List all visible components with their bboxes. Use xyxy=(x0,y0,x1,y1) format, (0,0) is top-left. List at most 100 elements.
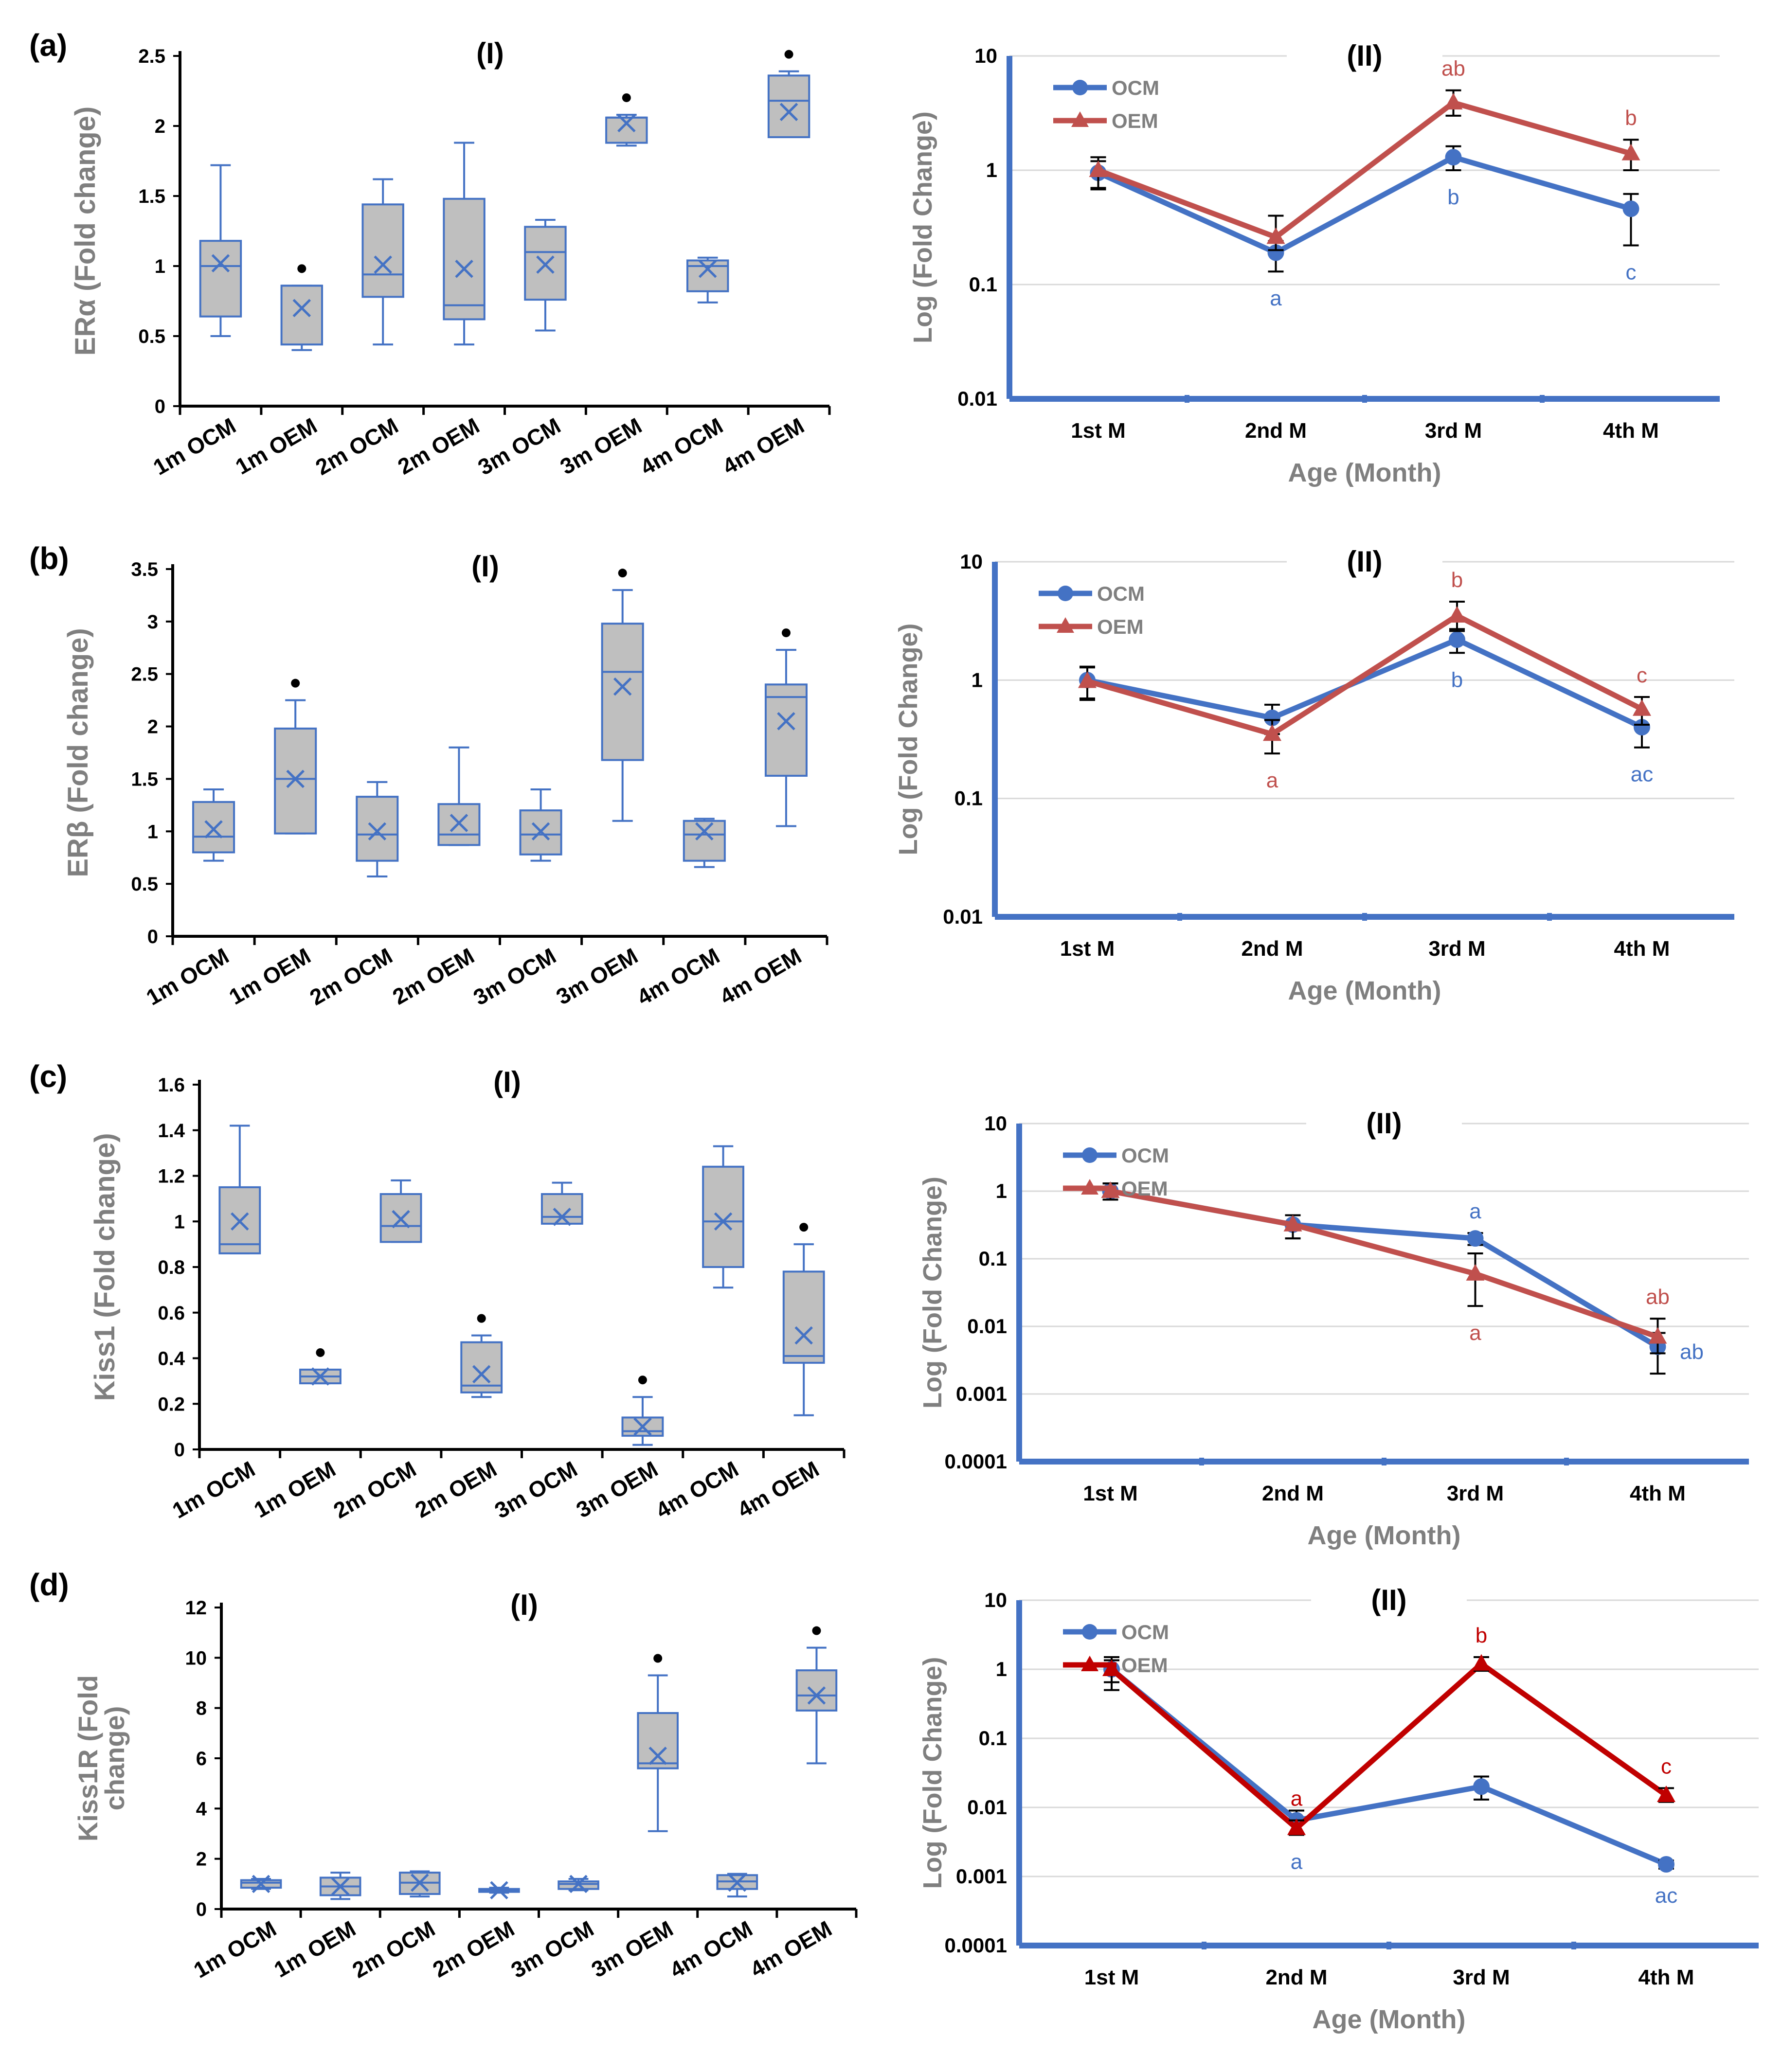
y-tick-label: 1 xyxy=(174,1211,185,1232)
mean-marker xyxy=(613,677,632,696)
legend-marker xyxy=(1081,1656,1098,1671)
box-iqr xyxy=(443,197,486,321)
x-category-label: 1st M xyxy=(1060,937,1115,961)
y-tick-label: 0.6 xyxy=(158,1303,185,1324)
mean-marker xyxy=(204,820,223,839)
data-point xyxy=(1657,1785,1675,1802)
box-0 xyxy=(192,788,235,862)
y-tick-label: 2 xyxy=(147,716,158,738)
y-tick-label: 0.001 xyxy=(956,1865,1007,1888)
box-3 xyxy=(478,1881,520,1900)
data-point xyxy=(1648,1327,1667,1344)
box-4 xyxy=(540,1181,583,1226)
y-tick-label: 2.5 xyxy=(138,46,165,67)
y-tick-label: 10 xyxy=(960,550,983,573)
x-category-label: 3m OEM xyxy=(587,1916,677,1983)
mean-marker xyxy=(617,114,636,133)
significance-dot xyxy=(812,1626,821,1635)
series-OCM xyxy=(1090,145,1639,273)
y-tick-label: 1 xyxy=(147,821,158,842)
box-iqr xyxy=(764,683,808,777)
significance-letter: a xyxy=(1266,768,1278,792)
x-category-label: 2nd M xyxy=(1245,419,1307,443)
x-axis-title: Age (Month) xyxy=(1313,2005,1466,2034)
x-category-label: 2m OEM xyxy=(429,1916,519,1983)
significance-letter: ab xyxy=(1646,1285,1670,1309)
line-chart-panel: 0.01 0.1 1 10 1st M 2nd M 3rd M 4th M Age (Month… xyxy=(894,540,1734,1005)
data-point xyxy=(1264,709,1280,726)
significance-dot xyxy=(799,1223,809,1232)
y-tick-label: 0.8 xyxy=(158,1257,185,1278)
mean-marker xyxy=(553,1208,572,1226)
data-point xyxy=(1445,149,1462,166)
significance-dot xyxy=(784,50,793,59)
mean-marker xyxy=(286,769,305,788)
box-iqr xyxy=(621,1416,664,1437)
box-7 xyxy=(767,50,810,139)
x-category-label: 3rd M xyxy=(1453,1965,1510,1989)
series-OEM xyxy=(1078,601,1651,755)
y-tick-label: 0.1 xyxy=(979,1727,1007,1750)
data-point xyxy=(1634,719,1650,736)
x-category-label: 1m OEM xyxy=(231,413,321,480)
mean-marker xyxy=(728,1873,747,1892)
box-iqr xyxy=(683,820,726,862)
y-axis-title: Log (Fold Change) xyxy=(908,111,937,343)
box-0 xyxy=(240,1875,282,1893)
x-category-label: 2nd M xyxy=(1262,1482,1324,1505)
y-tick-label: 1 xyxy=(996,1179,1007,1202)
panel-tag: (I) xyxy=(476,37,504,70)
y-tick-label: 10 xyxy=(984,1589,1007,1611)
y-axis-title: ERα (Fold change) xyxy=(70,107,101,356)
y-tick-label: 1.5 xyxy=(131,768,158,790)
line-chart-panel: 0.01 0.1 1 10 1st M 2nd M 3rd M 4th M Age (Month… xyxy=(908,34,1720,487)
box-iqr xyxy=(702,1165,744,1268)
significance-letter: b xyxy=(1451,668,1463,692)
mean-marker xyxy=(490,1881,508,1900)
box-iqr xyxy=(437,803,481,846)
data-point xyxy=(1467,1230,1484,1247)
box-7 xyxy=(782,1223,825,1416)
x-category-label: 2m OEM xyxy=(411,1456,501,1523)
line-chart-panel: 0.0001 0.001 0.01 0.1 1 10 1st M 2nd M 3rd M 4th … xyxy=(918,1102,1749,1550)
significance-letter: b xyxy=(1625,106,1637,130)
x-category-label: 4th M xyxy=(1638,1965,1694,1989)
box-iqr xyxy=(460,1341,503,1393)
x-category-label: 1m OCM xyxy=(168,1456,259,1523)
legend-marker xyxy=(1072,80,1088,95)
x-category-label: 2nd M xyxy=(1265,1965,1327,1989)
y-tick-label: 3 xyxy=(147,611,158,633)
x-category-label: 1m OEM xyxy=(225,943,315,1010)
y-tick-label: 3.5 xyxy=(131,559,158,580)
y-tick-label: 1.5 xyxy=(138,186,165,207)
x-category-label: 4m OCM xyxy=(632,943,724,1010)
legend-label: OCM xyxy=(1121,1144,1169,1167)
x-axis-title: Age (Month) xyxy=(1308,1521,1461,1550)
y-axis-title: change) xyxy=(99,1706,130,1811)
data-point xyxy=(1102,1660,1121,1676)
x-category-label: 1m OCM xyxy=(189,1916,281,1983)
box-iqr xyxy=(686,259,729,292)
y-tick-label: 0.2 xyxy=(158,1393,185,1415)
significance-letter: ab xyxy=(1680,1340,1704,1364)
panel-tag-backdrop xyxy=(1306,1102,1462,1141)
data-point xyxy=(1263,724,1281,741)
significance-letter: b xyxy=(1476,1624,1487,1647)
mean-marker xyxy=(211,254,230,273)
x-category-label: 1m OEM xyxy=(270,1916,360,1983)
data-point xyxy=(1621,143,1640,161)
panel-tag: (I) xyxy=(471,550,499,583)
data-point xyxy=(1444,93,1463,110)
box-iqr xyxy=(199,240,242,318)
y-tick-label: 0.0001 xyxy=(945,1450,1007,1473)
x-category-label: 2m OCM xyxy=(348,1916,439,1983)
series-line xyxy=(1110,1188,1659,1340)
data-point xyxy=(1078,671,1097,688)
significance-dot xyxy=(297,264,306,273)
significance-dot xyxy=(653,1654,663,1663)
significance-letter: a xyxy=(1291,1850,1303,1874)
x-category-label: 2m OCM xyxy=(329,1456,420,1523)
y-tick-label: 0.1 xyxy=(969,273,997,296)
